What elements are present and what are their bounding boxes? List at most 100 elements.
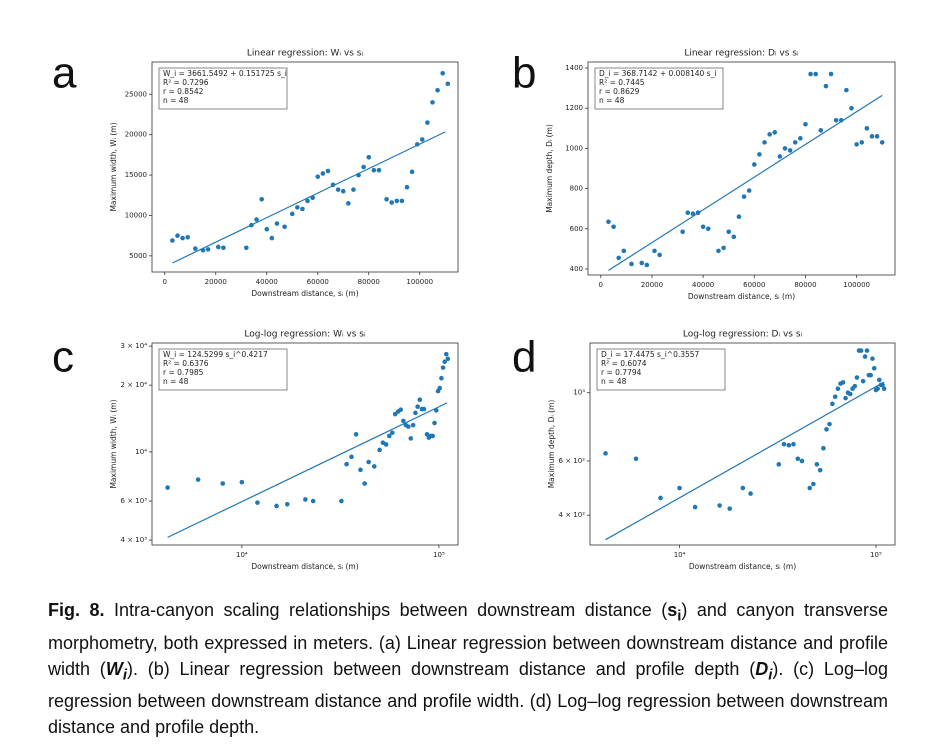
annotation-text: r = 0.8629 bbox=[599, 87, 640, 96]
data-point bbox=[606, 219, 611, 225]
data-point bbox=[310, 498, 316, 504]
y-tick-label: 10⁴ bbox=[135, 448, 147, 456]
data-point bbox=[445, 81, 451, 87]
data-point bbox=[798, 136, 803, 141]
data-point bbox=[782, 146, 788, 151]
data-point bbox=[440, 365, 446, 370]
x-tick-label: 80000 bbox=[358, 278, 380, 286]
data-point bbox=[835, 386, 841, 392]
data-point bbox=[787, 148, 793, 153]
data-point bbox=[741, 194, 747, 199]
data-point bbox=[165, 485, 170, 490]
data-point bbox=[244, 245, 249, 251]
chart-title: Log-log regression: Dᵢ vs sᵢ bbox=[683, 330, 803, 340]
y-axis-label: Maximum width, Wᵢ (m) bbox=[109, 399, 118, 488]
data-point bbox=[383, 442, 389, 447]
data-point bbox=[680, 229, 685, 235]
caption-label: Fig. 8. bbox=[48, 600, 105, 620]
annotation-text: W_i = 3661.5492 + 0.151725 s_i bbox=[163, 69, 287, 78]
data-point bbox=[410, 422, 416, 428]
data-point bbox=[870, 356, 875, 361]
chart-title: Linear regression: Wᵢ vs sᵢ bbox=[247, 49, 364, 59]
data-point bbox=[740, 485, 746, 491]
x-tick-label: 10⁴ bbox=[236, 551, 248, 559]
data-point bbox=[818, 128, 824, 133]
annotation-text: R² = 0.7445 bbox=[599, 78, 645, 87]
data-point bbox=[772, 130, 778, 135]
data-point bbox=[442, 359, 447, 365]
data-point bbox=[185, 234, 190, 240]
caption-symbol: W bbox=[105, 658, 123, 679]
data-point bbox=[340, 188, 346, 194]
data-point bbox=[807, 485, 813, 491]
data-point bbox=[776, 462, 782, 467]
y-axis-label: Maximum depth, Dᵢ (m) bbox=[547, 400, 556, 489]
data-point bbox=[295, 205, 300, 210]
data-point bbox=[433, 408, 439, 413]
annotation-box bbox=[596, 348, 726, 391]
data-point bbox=[821, 445, 826, 451]
data-point bbox=[840, 380, 846, 385]
data-point bbox=[408, 436, 414, 441]
data-point bbox=[195, 477, 201, 482]
x-tick-label: 10⁴ bbox=[674, 551, 686, 559]
data-point bbox=[282, 224, 287, 230]
data-point bbox=[833, 117, 839, 123]
data-point bbox=[616, 255, 621, 261]
y-tick-label: 1000 bbox=[565, 144, 583, 152]
data-point bbox=[781, 441, 787, 447]
data-point bbox=[751, 162, 757, 167]
data-point bbox=[335, 187, 341, 192]
x-axis-label: Downstream distance, sᵢ (m) bbox=[688, 292, 795, 301]
data-point bbox=[362, 481, 367, 486]
caption-text: Intra-canyon scaling relationships betwe… bbox=[104, 600, 668, 620]
x-tick-label: 20000 bbox=[641, 281, 663, 289]
y-tick-label: 20000 bbox=[125, 131, 147, 139]
data-point bbox=[859, 140, 865, 145]
caption-subscript: i bbox=[768, 666, 773, 684]
data-point bbox=[629, 261, 634, 267]
y-tick-label: 1200 bbox=[565, 104, 583, 112]
data-point bbox=[677, 485, 682, 491]
data-point bbox=[828, 71, 834, 77]
data-point bbox=[339, 498, 344, 504]
data-point bbox=[315, 174, 321, 179]
annotation-text: R² = 0.6376 bbox=[163, 359, 209, 368]
annotation-text: R² = 0.6074 bbox=[601, 359, 647, 368]
caption-symbol: D bbox=[755, 658, 769, 679]
annotation-text: W_i = 124.5299 s_i^0.4217 bbox=[163, 350, 268, 359]
data-point bbox=[799, 458, 805, 464]
annotation-text: D_i = 368.7142 + 0.008140 s_i bbox=[599, 69, 716, 78]
data-point bbox=[792, 140, 798, 145]
data-point bbox=[310, 195, 315, 200]
y-tick-label: 15000 bbox=[125, 171, 147, 179]
fit-line bbox=[608, 94, 883, 271]
data-point bbox=[420, 137, 425, 142]
data-point bbox=[255, 500, 260, 505]
data-point bbox=[346, 201, 351, 206]
data-point bbox=[425, 120, 430, 125]
data-point bbox=[727, 506, 732, 511]
data-point bbox=[843, 395, 848, 401]
panel-label: c bbox=[52, 333, 74, 382]
x-axis-label: Downstream distance, sᵢ (m) bbox=[689, 562, 796, 571]
data-point bbox=[406, 424, 411, 429]
data-point bbox=[435, 87, 440, 93]
x-axis-label: Downstream distance, sᵢ (m) bbox=[251, 562, 358, 571]
data-point bbox=[389, 200, 395, 205]
data-point bbox=[320, 171, 326, 176]
data-point bbox=[284, 502, 290, 507]
x-tick-label: 60000 bbox=[307, 278, 329, 286]
y-tick-label: 400 bbox=[570, 265, 583, 273]
data-point bbox=[767, 132, 772, 137]
data-point bbox=[844, 87, 849, 93]
data-point bbox=[401, 418, 406, 424]
annotation-text: R² = 0.7296 bbox=[163, 78, 209, 87]
data-point bbox=[868, 372, 873, 378]
data-point bbox=[611, 224, 616, 230]
data-point bbox=[639, 260, 645, 266]
data-point bbox=[847, 391, 853, 397]
data-point bbox=[748, 491, 753, 496]
data-point bbox=[716, 248, 721, 254]
data-point bbox=[811, 481, 816, 487]
